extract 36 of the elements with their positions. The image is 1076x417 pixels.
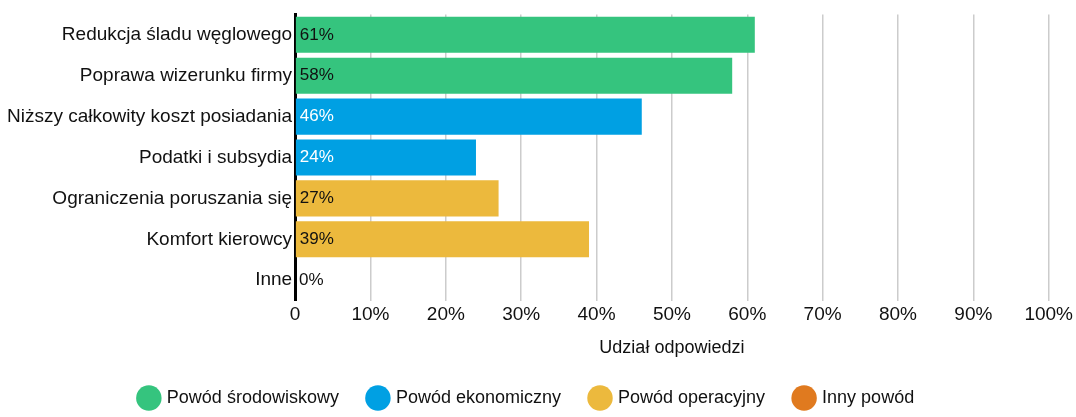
bar: [295, 139, 476, 176]
text: 27%: [299, 188, 334, 208]
x-tick-label: 50%: [652, 303, 692, 325]
y-tick-label: Niższy całkowity koszt posiadania: [6, 104, 293, 126]
x-tick-label: 60%: [728, 303, 767, 325]
legend-label: Powód operacyjny: [618, 386, 766, 407]
legend-label: Inny powód: [822, 386, 915, 407]
text: 0%: [299, 269, 324, 289]
legend-label: Powód ekonomiczny: [395, 386, 562, 407]
y-tick-label: Komfort kierowcy: [146, 227, 293, 249]
x-tick-label: 20%: [426, 303, 465, 325]
x-tick-label: 30%: [502, 303, 541, 325]
y-tick-label: Podatki i subsydia: [138, 145, 293, 167]
x-tick-label: 0: [289, 303, 301, 325]
text: 61%: [299, 24, 334, 44]
bar: [295, 98, 642, 135]
x-axis-title: Udział odpowiedzi: [599, 337, 745, 358]
x-tick-label: 90%: [954, 303, 993, 325]
x-tick-label: 70%: [803, 303, 842, 325]
bar: [295, 221, 590, 258]
text: 46%: [299, 106, 334, 126]
bar: [295, 16, 755, 53]
y-tick-label: Ograniczenia poruszania się: [52, 186, 293, 208]
text: 24%: [299, 147, 334, 167]
y-tick-label: Inne: [255, 268, 293, 290]
y-tick-label: Poprawa wizerunku firmy: [79, 63, 293, 85]
x-tick-label: 100%: [1024, 303, 1074, 325]
y-tick-label: Redukcja śladu węglowego: [61, 23, 293, 45]
bar: [295, 57, 733, 94]
x-tick-label: 40%: [577, 303, 616, 325]
bar: [295, 180, 499, 217]
text: 58%: [299, 65, 334, 85]
text: 39%: [299, 228, 334, 248]
legend-label: Powód środowiskowy: [166, 386, 339, 407]
x-tick-label: 80%: [878, 303, 918, 325]
x-tick-label: 10%: [351, 303, 390, 325]
